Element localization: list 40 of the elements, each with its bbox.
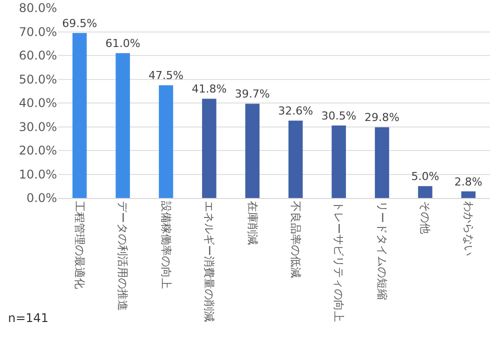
data-label: 39.7%	[234, 88, 270, 101]
y-tick-label: 20.0%	[18, 144, 57, 158]
y-tick-label: 50.0%	[18, 72, 57, 86]
data-label: 32.6%	[278, 104, 314, 118]
bar	[72, 32, 87, 198]
x-tick-label: 不良品率の低減	[289, 201, 302, 278]
bar	[158, 85, 174, 198]
data-label: 2.8%	[454, 175, 482, 188]
data-label: 5.0%	[411, 170, 440, 184]
x-tick-label: 在庫削減	[246, 201, 259, 246]
bar	[202, 98, 216, 198]
bar	[461, 191, 476, 198]
bar	[116, 53, 130, 198]
y-tick-label: 10.0%	[18, 167, 57, 182]
x-tick-label: わからない	[462, 201, 475, 256]
bar	[418, 186, 432, 198]
y-tick-label: 40.0%	[18, 96, 57, 110]
x-tick-label: エネルギー消費量の削減	[202, 201, 216, 322]
data-label: 61.0%	[105, 37, 140, 50]
x-tick-label: データの利活用の推進	[116, 201, 130, 312]
text: n=141	[8, 311, 49, 325]
x-tick-label: トレーサビリティの向上	[332, 201, 346, 322]
data-label: 30.5%	[321, 110, 356, 123]
y-tick-label: 80.0%	[18, 1, 57, 16]
y-tick-label: 0.0%	[26, 191, 57, 206]
bar	[288, 120, 303, 198]
bar	[245, 104, 260, 198]
y-tick-label: 60.0%	[18, 48, 57, 63]
bar	[332, 126, 346, 198]
bar	[374, 127, 390, 198]
data-label: 69.5%	[62, 16, 98, 30]
x-tick-label: 工程管理の最適化	[73, 201, 86, 290]
x-tick-label: リードタイムの短縮	[375, 201, 388, 300]
x-tick-label: その他	[418, 201, 432, 234]
x-tick-label: 設備稼働率の向上	[159, 201, 172, 290]
data-label: 41.8%	[192, 82, 227, 96]
data-label: 29.8%	[364, 111, 400, 124]
y-tick-label: 30.0%	[18, 120, 57, 134]
y-tick-label: 70.0%	[18, 24, 57, 39]
data-label: 47.5%	[148, 69, 184, 82]
